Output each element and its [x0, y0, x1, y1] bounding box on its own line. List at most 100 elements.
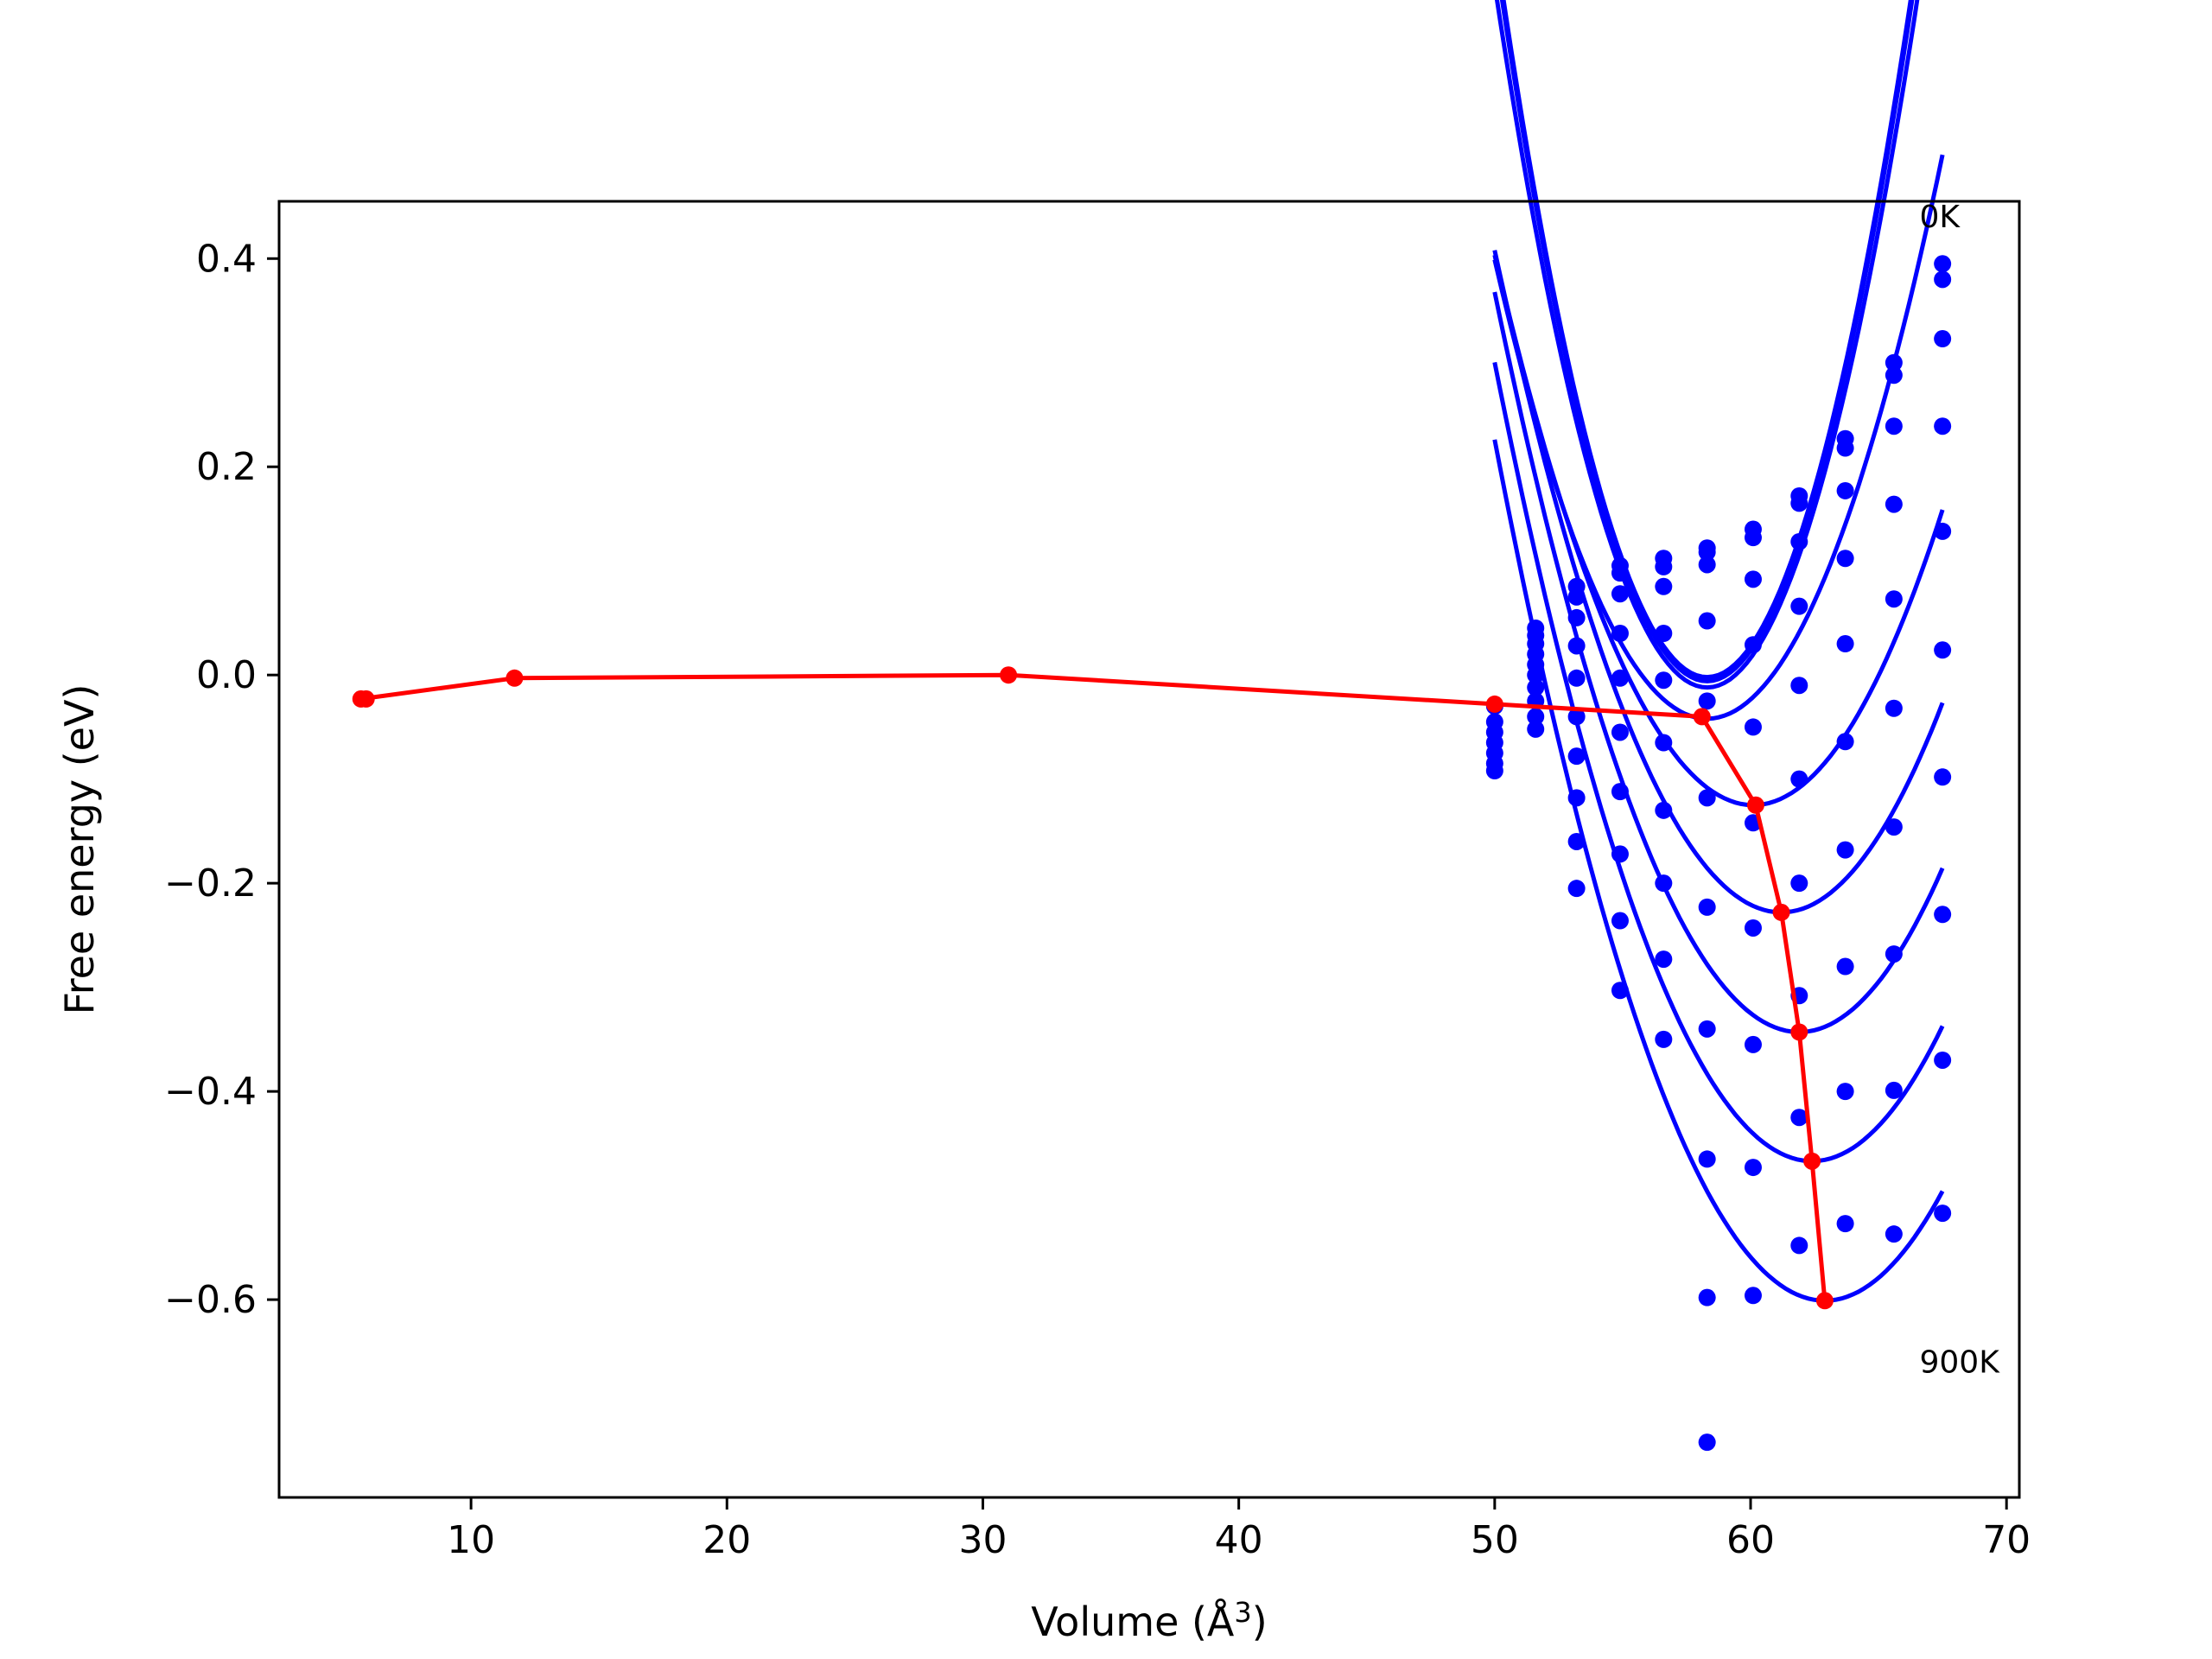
- data-point-56: [1698, 1288, 1716, 1306]
- data-point-107: [1934, 1205, 1952, 1223]
- x-tick-label: 30: [958, 1518, 1007, 1562]
- data-point-70: [1790, 532, 1808, 550]
- data-point-32: [1611, 723, 1629, 741]
- data-point-72: [1790, 677, 1808, 695]
- fit-curve-5: [1492, 254, 1945, 808]
- data-point-94: [1885, 818, 1903, 836]
- data-point-79: [1836, 439, 1854, 457]
- data-point-74: [1790, 874, 1808, 893]
- data-point-57: [1698, 1433, 1716, 1452]
- data-point-20: [1567, 637, 1586, 655]
- data-point-91: [1885, 495, 1903, 513]
- data-point-59: [1744, 529, 1762, 547]
- data-point-98: [1934, 255, 1952, 273]
- data-point-24: [1567, 789, 1586, 807]
- data-point-105: [1934, 906, 1952, 924]
- minimum-point-4: [1485, 695, 1503, 713]
- x-axis-label-text: Volume (Å: [1031, 1599, 1235, 1645]
- data-point-46: [1655, 1030, 1673, 1048]
- x-axis-label-superscript: 3: [1234, 1596, 1251, 1629]
- data-point-15: [1527, 708, 1545, 726]
- data-point-22: [1567, 708, 1586, 726]
- data-point-95: [1885, 945, 1903, 963]
- minimum-path: [352, 666, 1834, 1310]
- y-tick-label: −0.6: [164, 1278, 257, 1322]
- data-point-104: [1934, 768, 1952, 786]
- fit-curve-6: [1492, 250, 1945, 915]
- data-point-71: [1790, 597, 1808, 615]
- data-point-19: [1567, 608, 1586, 626]
- y-tick-label: 0.4: [196, 237, 257, 281]
- data-point-25: [1567, 832, 1586, 850]
- data-point-66: [1744, 1159, 1762, 1177]
- data-point-38: [1655, 557, 1673, 575]
- data-point-102: [1934, 522, 1952, 540]
- annotation-0: 0K: [1919, 200, 1961, 235]
- data-point-13: [1527, 678, 1545, 696]
- data-point-28: [1611, 564, 1629, 582]
- minimum-point-2: [505, 669, 524, 687]
- minimum-point-3: [1000, 666, 1018, 684]
- data-point-6: [1485, 762, 1503, 780]
- data-point-49: [1698, 556, 1716, 574]
- x-tick-label: 20: [702, 1518, 751, 1562]
- data-point-81: [1836, 550, 1854, 568]
- data-point-62: [1744, 718, 1762, 736]
- data-point-84: [1836, 841, 1854, 859]
- x-tick-label: 40: [1215, 1518, 1263, 1562]
- data-point-69: [1790, 494, 1808, 512]
- y-tick-label: 0.0: [196, 653, 257, 697]
- x-tick-label: 60: [1726, 1518, 1775, 1562]
- data-point-31: [1611, 669, 1629, 687]
- x-axis-label: Volume (Å3): [1031, 1596, 1267, 1645]
- data-point-83: [1836, 733, 1854, 751]
- y-tick-label: 0.2: [196, 445, 257, 489]
- data-point-40: [1655, 625, 1673, 642]
- x-tick-label: 50: [1471, 1518, 1519, 1562]
- data-point-80: [1836, 481, 1854, 499]
- y-axis-label: Free energy (eV): [56, 684, 103, 1015]
- data-points: [1485, 255, 1952, 1452]
- data-point-61: [1744, 636, 1762, 654]
- data-point-21: [1567, 669, 1586, 687]
- data-point-45: [1655, 950, 1673, 969]
- data-point-97: [1885, 1225, 1903, 1243]
- data-point-82: [1836, 635, 1854, 653]
- data-point-103: [1934, 641, 1952, 659]
- x-axis-ticks: 10 20 30 40 50 60 70: [447, 1497, 2031, 1562]
- data-point-50: [1698, 612, 1716, 630]
- data-point-18: [1567, 588, 1586, 606]
- data-point-86: [1836, 1083, 1854, 1101]
- data-point-60: [1744, 570, 1762, 588]
- data-point-29: [1611, 585, 1629, 603]
- data-point-48: [1698, 543, 1716, 562]
- y-tick-label: −0.4: [164, 1070, 257, 1114]
- data-point-53: [1698, 898, 1716, 916]
- data-point-23: [1567, 747, 1586, 766]
- data-point-77: [1790, 1236, 1808, 1255]
- data-point-42: [1655, 734, 1673, 752]
- data-point-26: [1567, 880, 1586, 898]
- data-point-93: [1885, 699, 1903, 717]
- annotation-1: 900K: [1919, 1344, 2000, 1380]
- minimum-point-9: [1803, 1152, 1821, 1170]
- fit-curve-9: [1492, 439, 1945, 1303]
- data-point-67: [1744, 1287, 1762, 1305]
- y-axis-ticks: −0.6 −0.4 −0.2 0.0 0.2 0.4: [164, 237, 279, 1322]
- data-point-96: [1885, 1081, 1903, 1099]
- data-point-64: [1744, 918, 1762, 937]
- data-point-30: [1611, 625, 1629, 642]
- data-point-88: [1885, 353, 1903, 372]
- minimum-point-7: [1772, 903, 1790, 921]
- data-point-92: [1885, 590, 1903, 608]
- minimum-point-6: [1746, 796, 1764, 814]
- minimum-point-1: [352, 690, 370, 708]
- data-point-16: [1527, 720, 1545, 738]
- minimum-point-10: [1815, 1292, 1834, 1310]
- data-point-101: [1934, 417, 1952, 435]
- data-point-34: [1611, 845, 1629, 863]
- data-point-43: [1655, 801, 1673, 819]
- data-point-52: [1698, 789, 1716, 807]
